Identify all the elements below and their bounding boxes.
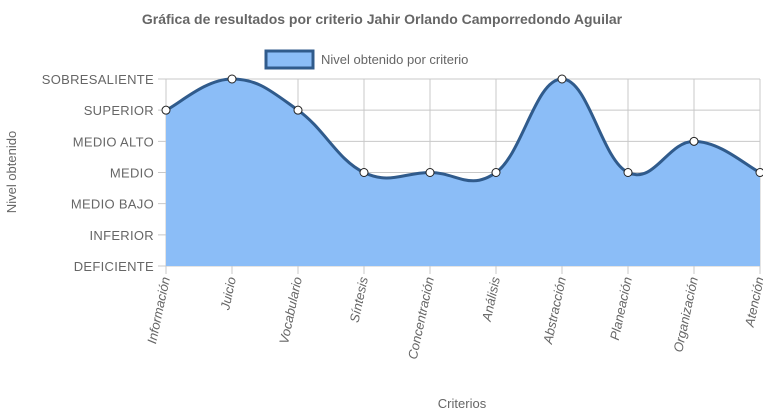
x-axis-title: Criterios	[438, 396, 487, 411]
data-point-8[interactable]	[689, 136, 699, 146]
x-tick-label: Análisis	[479, 275, 503, 323]
data-point-1[interactable]	[227, 74, 237, 84]
data-point-7[interactable]	[623, 168, 633, 177]
series-line	[165, 77, 761, 183]
legend[interactable]: Nivel obtenido por criterio	[264, 49, 468, 70]
y-tick-label: MEDIO	[110, 166, 154, 181]
x-tick-label: Concentración	[405, 276, 437, 361]
y-axis-ticks: DEFICIENTE INFERIOR MEDIO BAJO MEDIO MEDIO A…	[42, 72, 154, 274]
x-tick-label: Síntesis	[347, 275, 371, 324]
legend-swatch	[264, 49, 315, 70]
legend-label: Nivel obtenido por criterio	[321, 52, 468, 67]
x-tick-label: Abstracción	[540, 276, 569, 347]
y-tick-label: SOBRESALIENTE	[42, 72, 154, 87]
x-tick-label: Información	[144, 276, 173, 346]
x-tick-label: Planeación	[607, 276, 635, 342]
x-tick-label: Vocabulario	[276, 276, 305, 346]
data-point-3[interactable]	[359, 168, 369, 177]
series-area	[165, 77, 761, 266]
x-axis-ticks: Información Juicio Vocabulario Síntesis Conc…	[144, 275, 763, 361]
y-tick-label: SUPERIOR	[84, 103, 154, 118]
data-point-6[interactable]	[557, 74, 567, 84]
data-point-5[interactable]	[491, 168, 501, 177]
y-axis-title: Nivel obtenido	[4, 131, 19, 213]
chart-title: Gráfica de resultados por criterio Jahir…	[142, 11, 623, 27]
data-points	[161, 74, 763, 177]
x-tick-label: Atención	[742, 276, 763, 330]
data-point-0[interactable]	[161, 105, 171, 115]
data-point-2[interactable]	[293, 105, 303, 115]
y-tick-label: MEDIO ALTO	[73, 134, 154, 149]
data-point-4[interactable]	[425, 168, 435, 177]
data-point-9[interactable]	[755, 168, 763, 177]
x-tick-label: Organización	[670, 276, 701, 354]
y-tick-label: DEFICIENTE	[74, 259, 154, 274]
y-tick-label: INFERIOR	[89, 228, 154, 243]
x-tick-label: Juicio	[217, 276, 239, 313]
y-tick-label: MEDIO BAJO	[71, 197, 154, 212]
